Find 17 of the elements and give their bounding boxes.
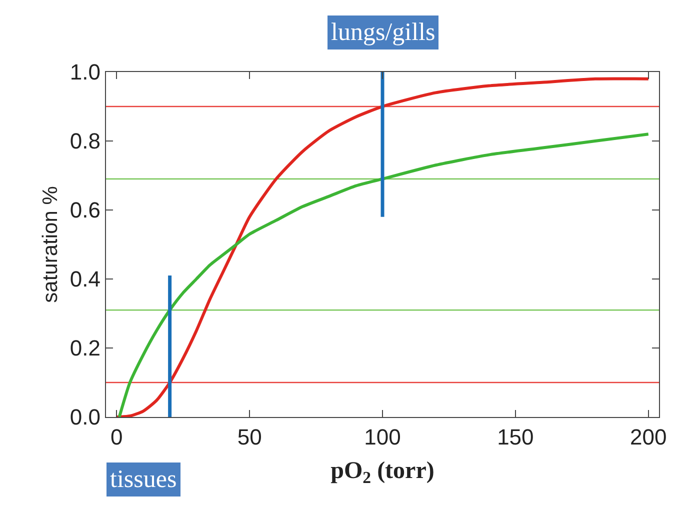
text: tissues bbox=[110, 466, 177, 493]
y-tick-label: 0.4 bbox=[70, 266, 100, 292]
line-series bbox=[115, 77, 650, 417]
line-series bbox=[118, 132, 650, 417]
x-tick-label: 100 bbox=[364, 424, 401, 450]
y-tick-label: 0.2 bbox=[70, 336, 100, 361]
y-tick-label: 0.8 bbox=[70, 128, 100, 154]
x-tick-label: 0 bbox=[110, 424, 123, 450]
x-tick-label: 200 bbox=[630, 424, 667, 450]
y-tick-label: 0.0 bbox=[70, 404, 100, 430]
text: lungs/gills bbox=[331, 19, 436, 46]
y-axis-title: saturation % bbox=[39, 186, 62, 303]
x-tick-label: 50 bbox=[237, 424, 262, 450]
y-tick-label: 1.0 bbox=[70, 60, 100, 85]
x-tick-label: 150 bbox=[497, 424, 534, 450]
x-axis-title: pO$_{2}$ (torr) bbox=[330, 458, 434, 487]
y-tick-label: 0.6 bbox=[70, 198, 100, 223]
